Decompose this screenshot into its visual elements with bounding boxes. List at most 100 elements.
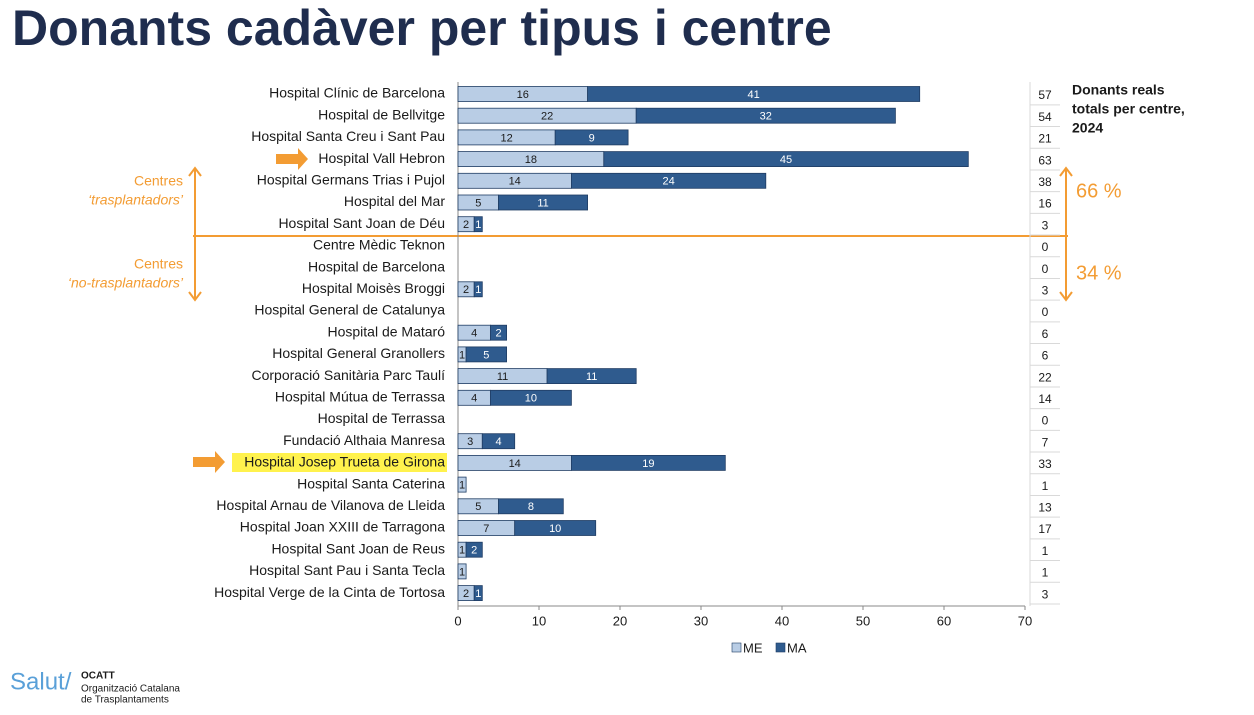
- bar-segment: [489, 389, 572, 406]
- total-value: 6: [1042, 327, 1049, 341]
- category-label: Corporació Sanitària Parc Taulí: [251, 367, 445, 383]
- group-share: 66 %: [1076, 180, 1122, 202]
- highlight: [232, 453, 447, 472]
- total-value: 0: [1042, 305, 1049, 319]
- bar-value-label: 2: [495, 328, 501, 340]
- bar-value-label: 10: [549, 523, 561, 535]
- bar-value-label: 24: [662, 176, 674, 188]
- totals-title: totals per centre,: [1072, 101, 1185, 117]
- bar-value-label: 11: [497, 371, 508, 383]
- pointer-arrow: [193, 451, 225, 473]
- bar-value-label: 8: [528, 501, 534, 513]
- footer-org: de Trasplantaments: [81, 695, 169, 706]
- bar-value-label: 14: [509, 176, 521, 188]
- total-value: 16: [1038, 197, 1052, 211]
- bar-value-label: 19: [642, 458, 654, 470]
- x-tick-label: 50: [856, 613, 870, 628]
- bar-value-label: 12: [500, 132, 512, 144]
- x-tick-label: 40: [775, 613, 789, 628]
- bar-segment: [635, 107, 896, 124]
- bar-segment: [465, 541, 483, 558]
- total-value: 21: [1038, 132, 1052, 146]
- x-tick-label: 0: [454, 613, 461, 628]
- bar-value-label: 4: [471, 328, 477, 340]
- category-label: Hospital Sant Joan de Reus: [271, 540, 445, 556]
- bar-value-label: 1: [459, 349, 465, 361]
- category-label: Hospital General de Catalunya: [254, 302, 445, 318]
- x-tick-label: 60: [937, 613, 951, 628]
- category-label: Hospital Sant Joan de Déu: [278, 215, 445, 231]
- total-value: 3: [1042, 587, 1049, 601]
- category-label: Hospital de Mataró: [327, 323, 445, 339]
- totals-title: Donants reals: [1072, 82, 1165, 98]
- bar-segment: [554, 129, 629, 146]
- total-value: 3: [1042, 218, 1049, 232]
- category-label: Hospital Vall Hebron: [318, 150, 445, 166]
- bar-value-label: 4: [471, 393, 477, 405]
- bar-value-label: 5: [475, 197, 481, 209]
- category-label: Hospital Verge de la Cinta de Tortosa: [214, 584, 445, 600]
- bar-value-label: 41: [748, 89, 760, 101]
- bar-segment: [481, 433, 516, 450]
- category-label: Hospital Moisès Broggi: [302, 280, 445, 296]
- category-label: Hospital del Mar: [344, 193, 445, 209]
- total-value: 0: [1042, 414, 1049, 428]
- total-value: 1: [1042, 544, 1049, 558]
- group-arrows: [188, 166, 1073, 302]
- category-label: Fundació Althaia Manresa: [283, 432, 445, 448]
- total-value: 1: [1042, 566, 1049, 580]
- total-value: 54: [1038, 110, 1052, 124]
- bar-value-label: 1: [475, 219, 481, 231]
- category-label: Hospital de Bellvitge: [318, 106, 445, 122]
- category-label: Hospital Santa Caterina: [297, 475, 445, 491]
- group-label: Centres: [134, 256, 183, 272]
- bar-segment: [498, 194, 588, 211]
- bar-segment: [498, 498, 564, 515]
- legend-label: MA: [787, 640, 807, 655]
- bar-segment: [587, 86, 921, 102]
- category-label: Centre Mèdic Teknon: [313, 237, 445, 253]
- total-value: 17: [1038, 522, 1052, 536]
- bar-value-label: 14: [509, 458, 521, 470]
- bar-value-label: 2: [463, 588, 469, 600]
- bar-value-label: 5: [475, 501, 481, 513]
- total-value: 6: [1042, 349, 1049, 363]
- total-value: 57: [1038, 88, 1052, 102]
- bar-segment: [473, 585, 483, 601]
- total-value: 7: [1042, 435, 1049, 449]
- bar-segment: [603, 151, 969, 168]
- total-value: 0: [1042, 262, 1049, 276]
- total-value: 22: [1038, 370, 1052, 384]
- category-label: Hospital Clínic de Barcelona: [269, 85, 445, 101]
- bar-value-label: 45: [780, 154, 792, 166]
- category-label: Hospital Josep Trueta de Girona: [244, 454, 445, 470]
- category-label: Hospital Santa Creu i Sant Pau: [251, 128, 445, 144]
- total-value: 1: [1042, 479, 1049, 493]
- bar-value-label: 1: [459, 480, 465, 492]
- bar-value-label: 22: [541, 111, 553, 123]
- footer-org-short: OCATT: [81, 671, 115, 682]
- bar-value-label: 16: [517, 89, 529, 101]
- bar-segment: [473, 281, 483, 298]
- category-label: Hospital Arnau de Vilanova de Lleida: [216, 497, 445, 513]
- bar-value-label: 2: [471, 545, 477, 557]
- totals-title: 2024: [1072, 120, 1103, 136]
- category-label: Hospital Joan XXIII de Tarragona: [240, 519, 445, 535]
- category-label: Hospital Mútua de Terrassa: [275, 389, 445, 405]
- slide-title: Donants cadàver per tipus i centre: [12, 0, 832, 56]
- bar-segment: [465, 346, 508, 363]
- total-value: 38: [1038, 175, 1052, 189]
- bar-value-label: 18: [525, 154, 537, 166]
- total-value: 3: [1042, 283, 1049, 297]
- bar-value-label: 1: [459, 566, 465, 578]
- category-label: Hospital de Barcelona: [308, 258, 445, 274]
- bar-segment: [514, 520, 597, 536]
- x-tick-label: 70: [1018, 613, 1032, 628]
- group-label: ‘trasplantadors’: [88, 192, 184, 208]
- bar-value-label: 3: [467, 436, 473, 448]
- category-label: Hospital de Terrassa: [318, 410, 446, 426]
- total-value: 63: [1038, 153, 1052, 167]
- total-value: 0: [1042, 240, 1049, 254]
- total-value: 14: [1038, 392, 1052, 406]
